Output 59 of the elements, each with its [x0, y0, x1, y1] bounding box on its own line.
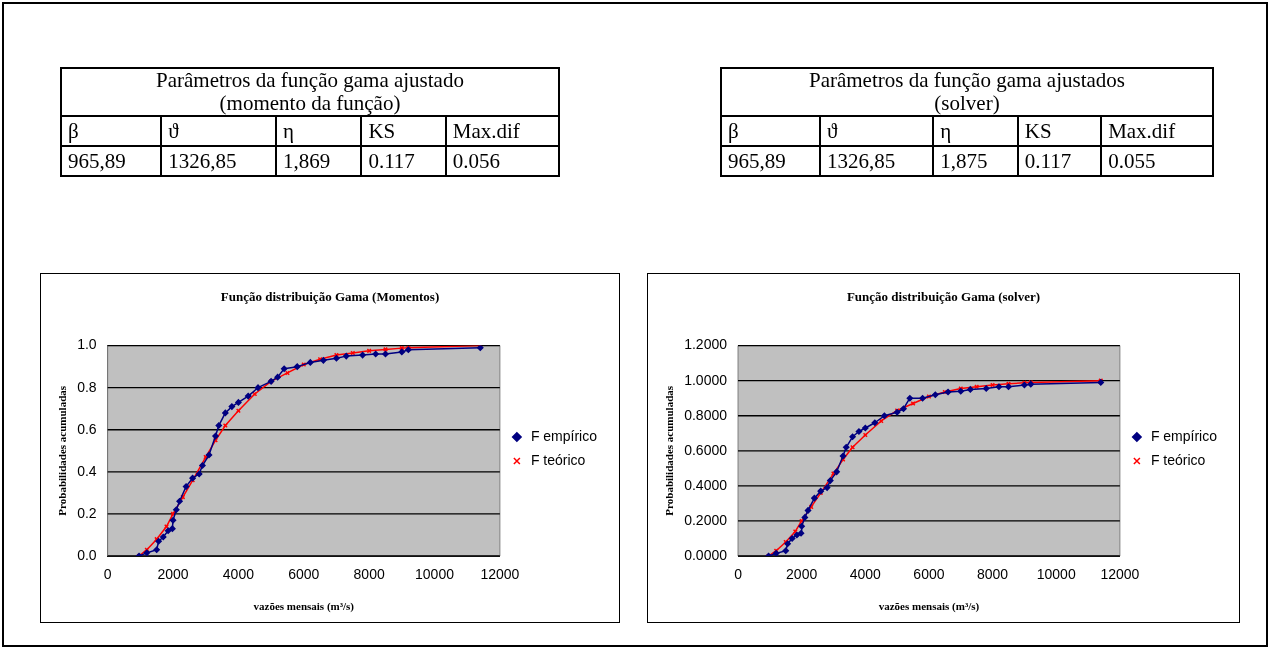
text: ϑ	[161, 116, 276, 146]
text: 0.117	[1017, 146, 1102, 176]
text: 1,875	[933, 146, 1018, 176]
legend-label: F empírico	[1150, 427, 1218, 444]
text: KS	[1017, 116, 1102, 146]
y-tick-label: 1.2000	[684, 336, 728, 353]
legend-label: F teórico	[1150, 451, 1206, 468]
x-tick-label: 12000	[1100, 566, 1140, 583]
y-tick-label: 0.4	[77, 462, 97, 479]
legend-label: F teórico	[530, 451, 586, 468]
text: 1,869	[275, 146, 362, 176]
x-tick-label: 0	[734, 566, 743, 583]
text: β	[61, 116, 162, 146]
chart-title: Função distribuição Gama (solver)	[846, 289, 1041, 305]
legend-label: F empírico	[530, 427, 598, 444]
text: 965,89	[721, 146, 820, 176]
x-tick-label: 4000	[849, 566, 882, 583]
y-axis-title: Probabilidades acumuladas	[663, 385, 676, 516]
text: 0.055	[1101, 146, 1213, 176]
chart-title: Função distribuição Gama (Momentos)	[220, 289, 440, 305]
y-tick-label: 0.6000	[684, 441, 728, 458]
y-tick-label: 1.0000	[684, 371, 728, 388]
x-tick-label: 2000	[786, 566, 818, 583]
x-tick-label: 6000	[288, 566, 320, 583]
x-tick-label: 10000	[1036, 566, 1076, 583]
y-tick-label: 0.0000	[684, 546, 728, 563]
y-tick-label: 0.2	[77, 504, 97, 521]
text: 0.117	[361, 146, 446, 176]
y-tick-label: 0.8000	[684, 406, 728, 423]
x-tick-label: 10000	[415, 566, 455, 583]
text: β	[721, 116, 820, 146]
y-tick-label: 0.6	[77, 420, 97, 437]
x-tick-label: 8000	[353, 566, 385, 583]
text: η	[933, 116, 1018, 146]
x-tick-label: 8000	[977, 566, 1009, 583]
text: Max.dif	[445, 116, 559, 146]
y-tick-label: 0.0	[77, 546, 97, 563]
x-tick-label: 2000	[157, 566, 189, 583]
x-tick-label: 12000	[480, 566, 520, 583]
y-tick-label: 1.0	[77, 336, 97, 353]
text: Parâmetros da função gama ajustados (solver)	[721, 68, 1213, 116]
text: ϑ	[819, 116, 934, 146]
y-axis-title: Probabilidades acumuladas	[56, 385, 69, 516]
text: KS	[361, 116, 446, 146]
text: Max.dif	[1101, 116, 1213, 146]
text: 1326,85	[161, 146, 276, 176]
y-tick-label: 0.4000	[684, 476, 728, 493]
x-tick-label: 0	[103, 566, 112, 583]
y-tick-label: 0.2000	[684, 511, 728, 528]
y-tick-label: 0.8	[77, 378, 97, 395]
x-tick-label: 4000	[222, 566, 255, 583]
text: Parâmetros da função gama ajustado (momento da função)	[61, 68, 559, 116]
x-tick-label: 6000	[913, 566, 945, 583]
x-axis-title: vazões mensais (m³/s)	[878, 600, 980, 614]
text: 0.056	[445, 146, 559, 176]
text: 965,89	[61, 146, 162, 176]
text: η	[275, 116, 362, 146]
x-axis-title: vazões mensais (m³/s)	[253, 600, 355, 614]
text: 1326,85	[819, 146, 934, 176]
